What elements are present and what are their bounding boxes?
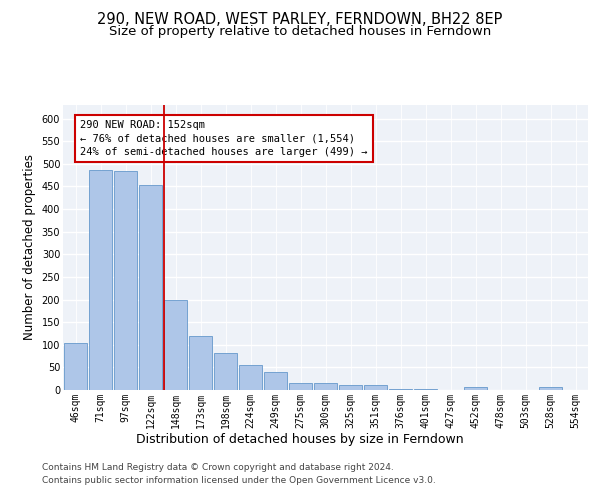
- Bar: [189, 336, 212, 390]
- Text: Distribution of detached houses by size in Ferndown: Distribution of detached houses by size …: [136, 432, 464, 446]
- Bar: [114, 170, 137, 390]
- Bar: [139, 185, 162, 390]
- Bar: [89, 170, 112, 390]
- Text: Contains HM Land Registry data © Crown copyright and database right 2024.: Contains HM Land Registry data © Crown c…: [42, 462, 394, 471]
- Y-axis label: Number of detached properties: Number of detached properties: [23, 154, 36, 340]
- Text: 290, NEW ROAD, WEST PARLEY, FERNDOWN, BH22 8EP: 290, NEW ROAD, WEST PARLEY, FERNDOWN, BH…: [97, 12, 503, 28]
- Bar: [389, 389, 412, 390]
- Bar: [214, 353, 237, 390]
- Bar: [289, 383, 312, 390]
- Bar: [364, 386, 387, 390]
- Bar: [239, 364, 262, 390]
- Text: Size of property relative to detached houses in Ferndown: Size of property relative to detached ho…: [109, 25, 491, 38]
- Bar: [464, 388, 487, 390]
- Bar: [414, 389, 437, 390]
- Text: Contains public sector information licensed under the Open Government Licence v3: Contains public sector information licen…: [42, 476, 436, 485]
- Text: 290 NEW ROAD: 152sqm
← 76% of detached houses are smaller (1,554)
24% of semi-de: 290 NEW ROAD: 152sqm ← 76% of detached h…: [80, 120, 367, 157]
- Bar: [314, 383, 337, 390]
- Bar: [164, 300, 187, 390]
- Bar: [64, 342, 87, 390]
- Bar: [539, 388, 562, 390]
- Bar: [264, 372, 287, 390]
- Bar: [339, 386, 362, 390]
